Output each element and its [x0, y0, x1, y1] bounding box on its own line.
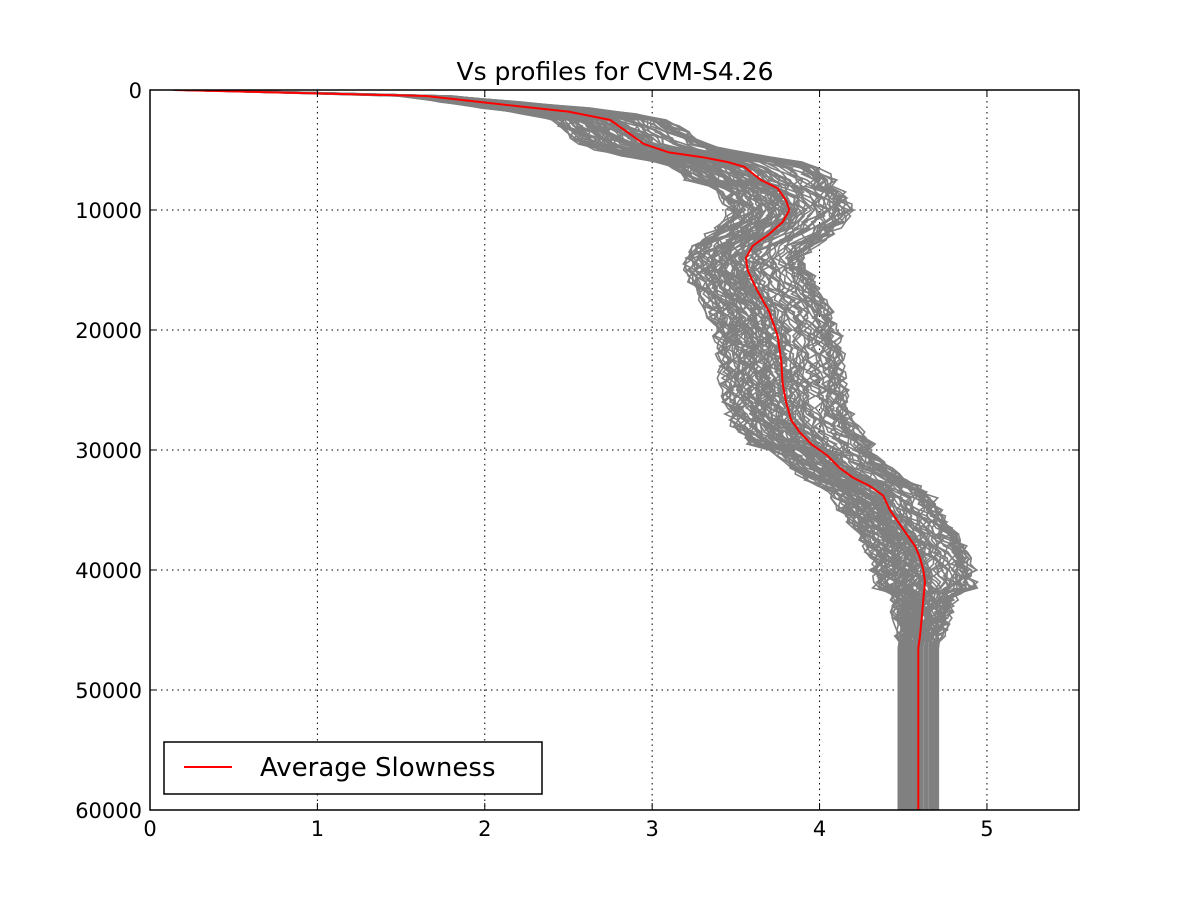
vs-profile-line	[206, 90, 912, 810]
x-tick-label: 2	[478, 817, 491, 841]
vs-profile-line	[185, 90, 924, 810]
plot-background	[150, 90, 1079, 810]
x-tick-label: 4	[813, 817, 826, 841]
y-tick-label: 60000	[75, 799, 142, 823]
series-lines	[175, 90, 927, 810]
vs-profile-line	[206, 90, 970, 810]
chart-title: Vs profiles for CVM-S4.26	[456, 57, 773, 86]
y-tick-label: 40000	[75, 559, 142, 583]
vs-profile-line	[181, 90, 953, 810]
vs-profile-line	[179, 90, 969, 810]
y-tick-label: 50000	[75, 679, 142, 703]
vs-profile-line	[189, 90, 965, 810]
legend: Average Slowness	[163, 741, 543, 795]
y-tick-label: 30000	[75, 439, 142, 463]
y-tick-label: 0	[129, 79, 142, 103]
vs-profile-line	[218, 90, 903, 810]
axis-ticks: 0 1 2 3 4 5 0 10000 20000 30000 40000 50000 60000	[75, 79, 1079, 841]
average-slowness-line	[175, 90, 927, 810]
vs-profile-line	[195, 90, 971, 810]
grid-lines	[150, 90, 1079, 810]
x-tick-label: 1	[311, 817, 324, 841]
vs-profile-line	[217, 90, 917, 810]
y-tick-label: 10000	[75, 199, 142, 223]
vs-profile-line	[207, 90, 961, 810]
x-tick-label: 0	[143, 817, 156, 841]
vs-profile-line	[210, 90, 947, 810]
vs-profile-line	[219, 90, 933, 810]
y-tick-label: 20000	[75, 319, 142, 343]
x-tick-label: 5	[980, 817, 993, 841]
legend-label-average-slowness: Average Slowness	[260, 753, 496, 783]
x-tick-label: 3	[645, 817, 658, 841]
vs-profile-line	[174, 90, 953, 810]
